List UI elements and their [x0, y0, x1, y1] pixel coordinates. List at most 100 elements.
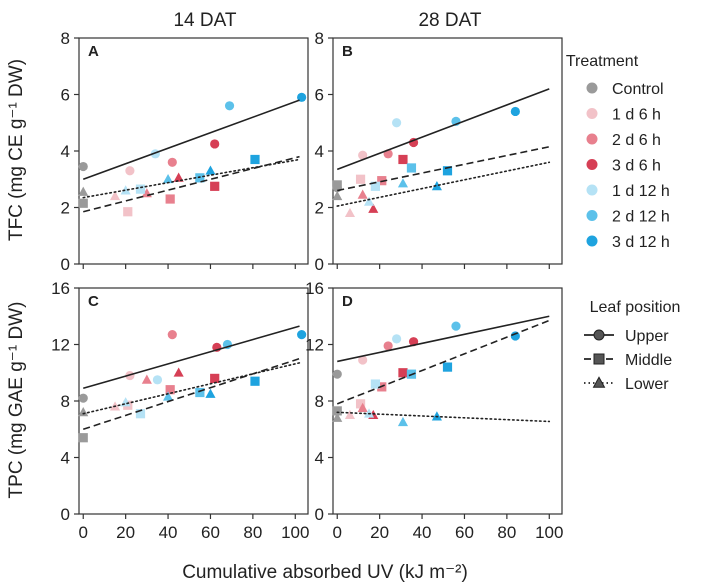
x-tick-label: 100: [281, 523, 309, 542]
plot-frame: [78, 287, 309, 515]
panel-letter: D: [342, 293, 353, 310]
legend-treatment-label: 2 d 12 h: [612, 209, 670, 226]
fit-line-middle: [83, 155, 300, 213]
data-point-lower: [109, 190, 121, 201]
data-point-middle: [332, 406, 342, 416]
data-point-lower: [397, 416, 409, 427]
data-point-lower: [357, 402, 368, 412]
ylabel-tpc: TPC (mg GAE g⁻¹ DW): [6, 302, 27, 499]
col-title-28dat: 28 DAT: [418, 10, 481, 31]
data-point-upper: [167, 330, 177, 340]
fit-line-lower: [82, 158, 301, 199]
data-point-lower: [173, 367, 184, 377]
x-tick-label: 80: [243, 523, 262, 542]
data-point-lower: [205, 388, 216, 398]
y-tick-label: 4: [61, 142, 70, 161]
data-point-upper: [392, 334, 402, 344]
data-point-upper: [510, 331, 520, 341]
x-tick-label: 0: [79, 523, 88, 542]
legend-treatment-title: Treatment: [566, 53, 639, 70]
panel-c: C 0 4 8 12 16 0 20 40 60 80 100: [51, 279, 309, 542]
data-point-middle: [195, 387, 205, 398]
legend-treatment-marker: [586, 184, 598, 196]
data-point-lower: [357, 189, 368, 199]
legend-treatment-label: 3 d 6 h: [612, 158, 661, 175]
y-tick-label: 2: [315, 199, 324, 218]
panel-b: B 0 2 4 6 8: [315, 29, 563, 274]
legend-position-label: Upper: [625, 328, 669, 345]
legend-treatment-marker: [586, 210, 598, 221]
x-tick-label: 40: [159, 523, 178, 542]
legend-treatment-marker: [586, 133, 598, 145]
data-point-middle: [250, 154, 260, 165]
y-tick-label: 8: [61, 29, 70, 48]
data-point-middle: [165, 194, 175, 204]
data-point-upper: [510, 106, 520, 117]
data-point-lower: [162, 173, 174, 184]
data-point-upper: [451, 321, 461, 331]
data-point-middle: [442, 166, 453, 176]
y-tick-label: 0: [315, 255, 324, 274]
y-tick-label: 4: [315, 449, 324, 468]
data-point-upper: [383, 341, 393, 351]
col-title-14dat: 14 DAT: [173, 10, 236, 31]
data-point-lower: [205, 165, 216, 175]
fit-line-middle: [82, 357, 300, 431]
data-point-middle: [123, 207, 133, 217]
data-point-upper: [210, 139, 220, 149]
data-point-middle: [406, 163, 417, 173]
fit-line-upper: [337, 315, 550, 363]
data-point-lower: [332, 190, 343, 201]
fit-line-upper: [82, 99, 300, 181]
y-tick-label: 6: [61, 86, 70, 105]
data-point-upper: [392, 118, 402, 128]
y-tick-label: 8: [315, 29, 324, 48]
legend-position: Leaf position Upper Middle Lower: [584, 299, 680, 393]
fit-line-middle: [336, 319, 550, 405]
data-point-lower: [78, 186, 89, 196]
legend-position-marker: [593, 353, 605, 365]
panel-a: A 0 2 4 6 8: [61, 29, 309, 274]
fit-line-middle: [337, 145, 550, 192]
data-point-upper: [224, 101, 235, 111]
data-point-lower: [344, 409, 356, 420]
x-tick-label: 60: [201, 523, 220, 542]
legend-treatment: Treatment Control 1 d 6 h 2 d 6 h 3 d 6 h 1 …: [566, 53, 670, 251]
data-point-lower: [173, 172, 184, 182]
y-tick-label: 12: [305, 336, 324, 355]
data-point-upper: [297, 330, 307, 340]
data-point-lower: [431, 181, 442, 191]
data-point-middle: [398, 154, 408, 165]
data-point-upper: [167, 157, 177, 167]
plot-frame: [78, 37, 309, 265]
y-tick-label: 2: [61, 199, 70, 218]
y-tick-label: 4: [315, 142, 324, 161]
data-point-lower: [141, 374, 152, 384]
data-point-middle: [165, 385, 175, 395]
data-point-middle: [135, 184, 146, 194]
x-tick-label: 20: [370, 523, 389, 542]
data-point-middle: [398, 368, 408, 378]
legend-treatment-label: 1 d 12 h: [612, 183, 670, 200]
legend-treatment-marker: [586, 159, 598, 170]
data-point-middle: [370, 379, 381, 389]
data-point-lower: [368, 203, 379, 213]
x-tick-label: 100: [535, 523, 563, 542]
fit-line-upper: [336, 88, 550, 171]
x-tick-label: 40: [413, 523, 432, 542]
x-tick-label: 60: [455, 523, 474, 542]
y-tick-label: 0: [61, 255, 70, 274]
data-point-middle: [442, 362, 453, 372]
panel-letter: B: [342, 43, 353, 60]
data-point-middle: [78, 198, 88, 208]
legend-treatment-label: Control: [612, 81, 664, 98]
data-point-upper: [78, 393, 88, 403]
data-point-lower: [78, 407, 89, 417]
x-tick-label: 0: [333, 523, 342, 542]
y-tick-label: 16: [51, 279, 70, 298]
data-point-lower: [162, 391, 174, 401]
y-tick-label: 12: [51, 336, 70, 355]
legend-treatment-marker: [586, 108, 598, 119]
panel-d: D 0 4 8 12 16 0 20 40 60 80 100: [305, 279, 563, 542]
legend-treatment-marker: [586, 235, 598, 247]
